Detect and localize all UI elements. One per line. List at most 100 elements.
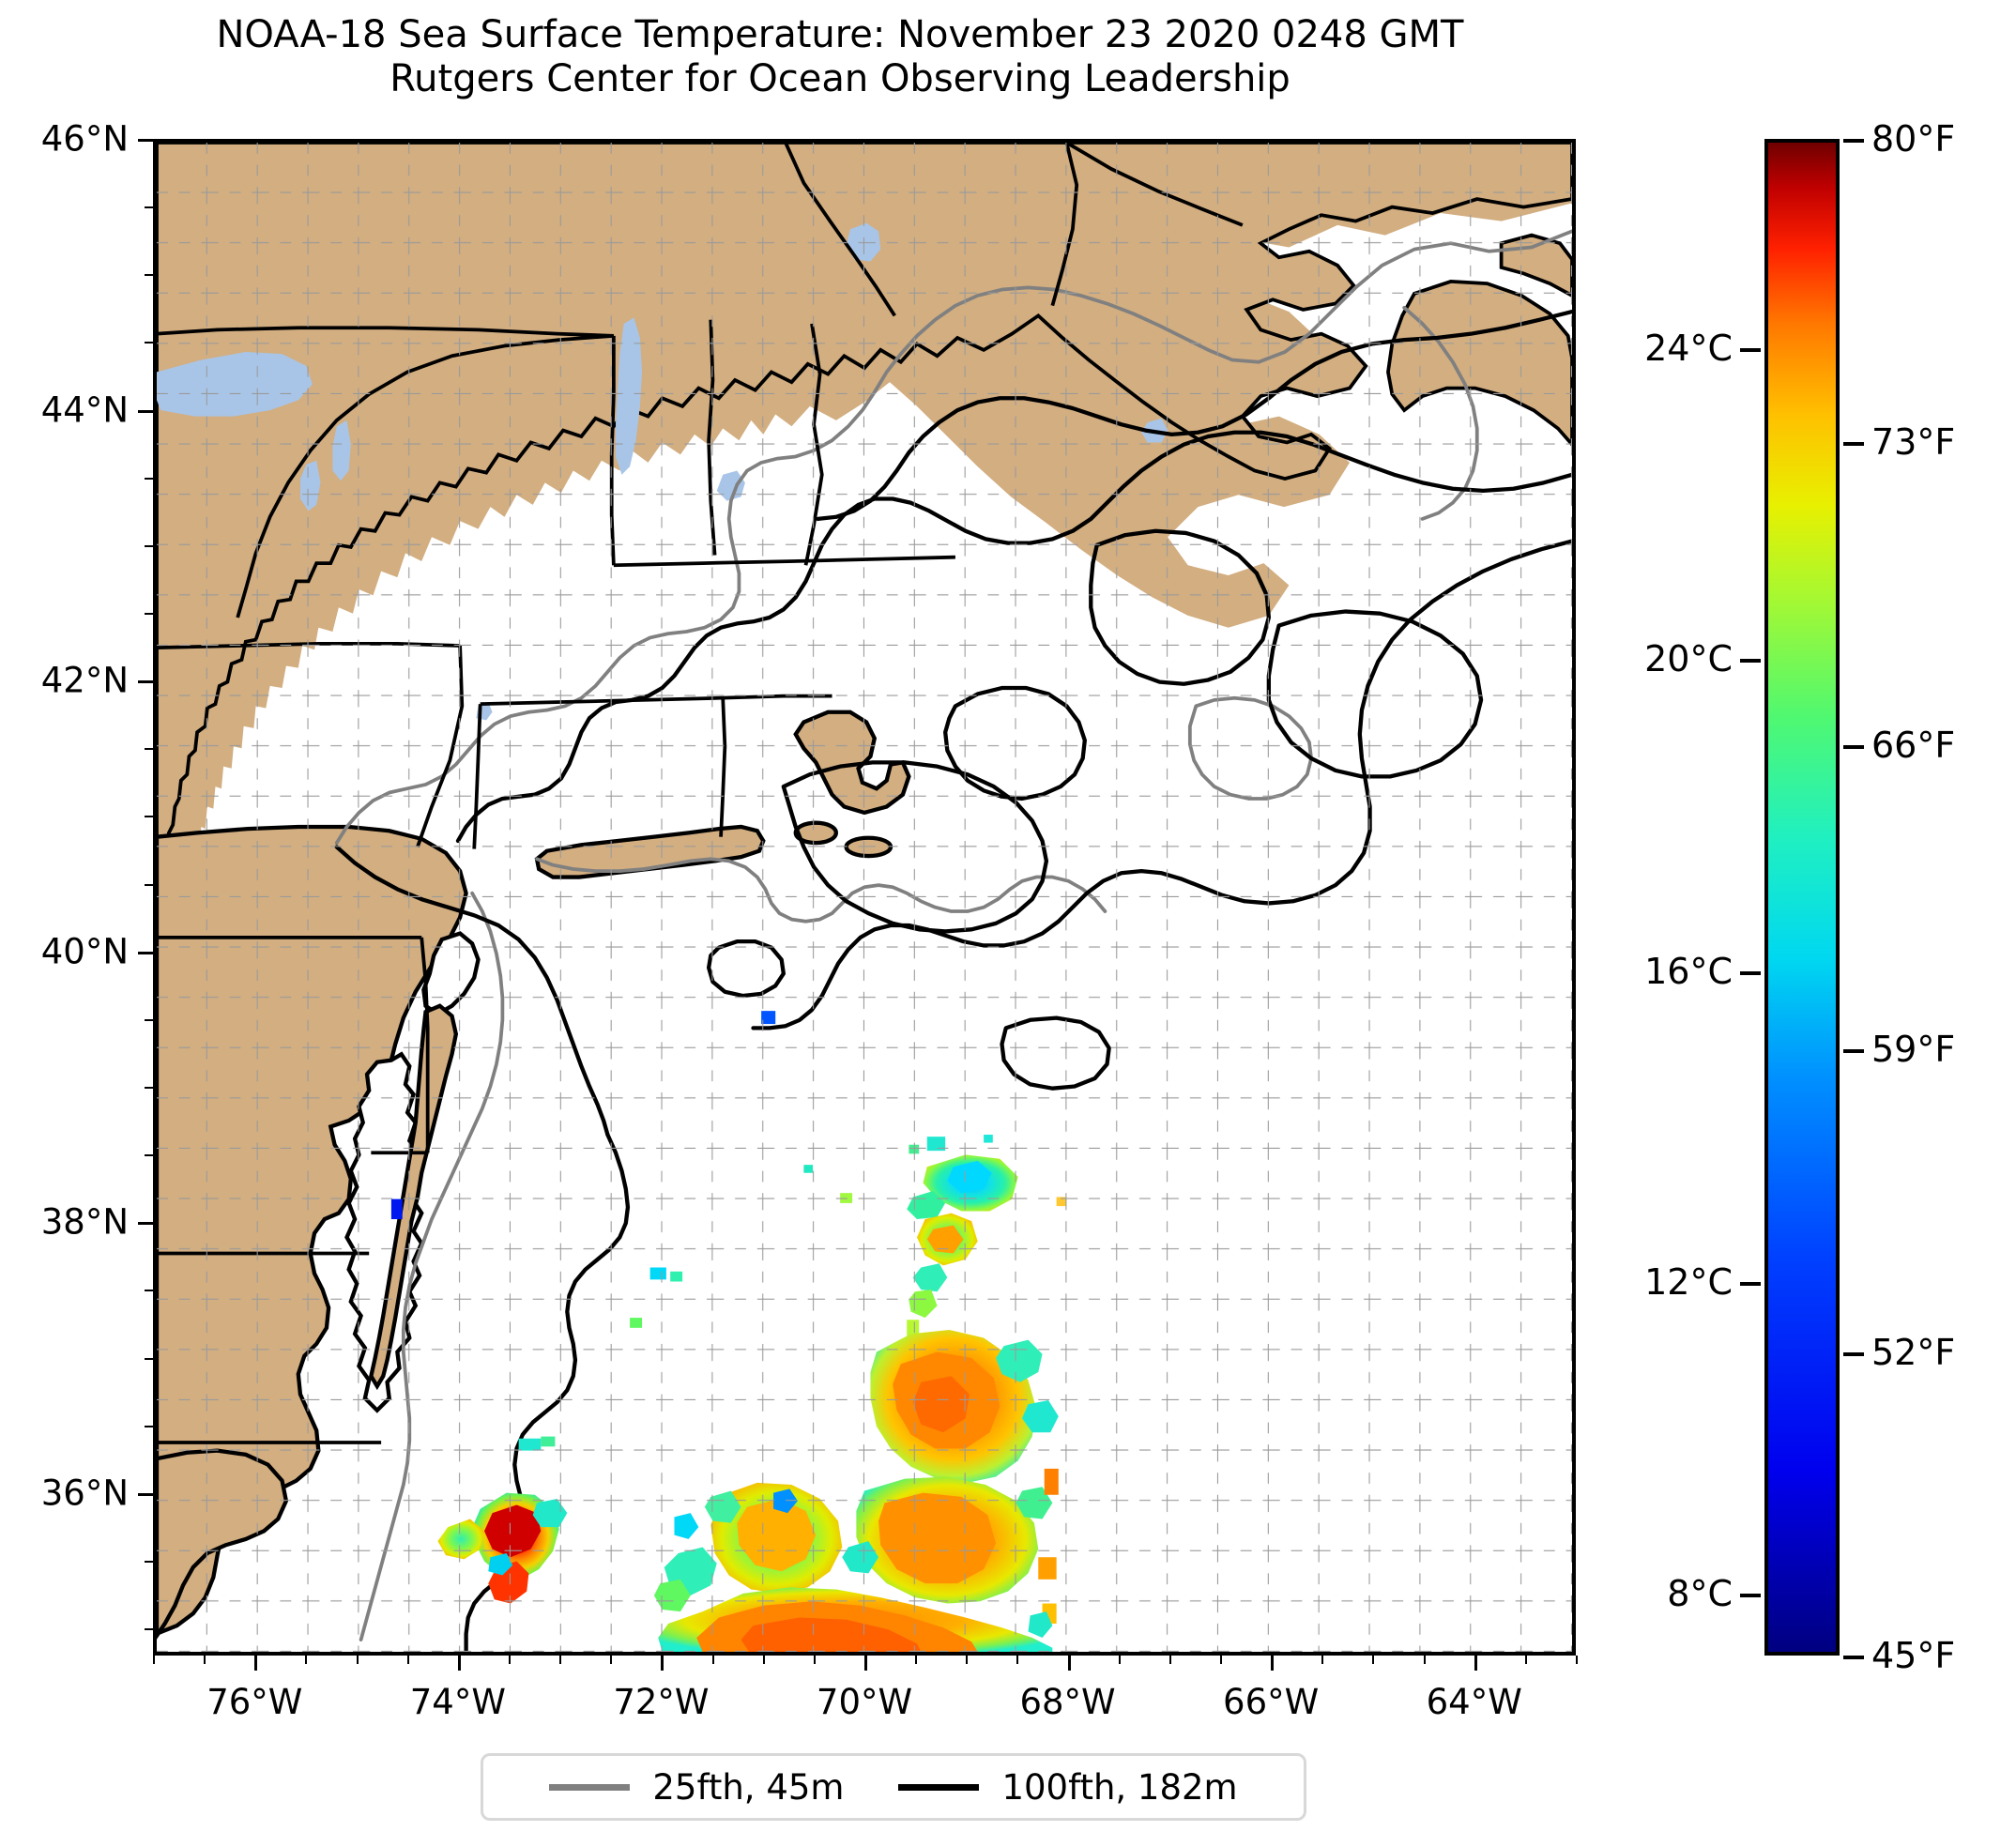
x-axis-label: 70°W	[816, 1682, 913, 1722]
colorbar-tick-celsius	[1740, 659, 1761, 664]
y-axis-label: 46°N	[40, 118, 129, 160]
x-axis-label: 72°W	[613, 1682, 710, 1722]
legend-label-25fth: 25fth, 45m	[652, 1766, 845, 1808]
y-tick-major	[138, 409, 153, 413]
y-tick-minor	[145, 748, 153, 751]
legend-line-25fth-icon	[549, 1783, 631, 1791]
title-line-secondary: Rutgers Center for Ocean Observing Leade…	[389, 57, 1291, 101]
colorbar-label-fahrenheit: 80°F	[1871, 118, 1956, 160]
y-tick-minor	[145, 1561, 153, 1563]
y-tick-minor	[145, 816, 153, 818]
y-tick-minor	[145, 274, 153, 277]
colorbar-tick-fahrenheit	[1843, 745, 1864, 750]
colorbar-tick-fahrenheit	[1843, 1351, 1864, 1356]
lat-lon-grid	[157, 143, 1572, 1652]
colorbar-label-celsius: 8°C	[1667, 1572, 1733, 1614]
y-tick-minor	[145, 1290, 153, 1292]
x-axis-label: 74°W	[409, 1682, 506, 1722]
y-tick-minor	[145, 1154, 153, 1157]
x-tick-major	[1474, 1656, 1477, 1671]
y-tick-minor	[145, 613, 153, 615]
x-tick-minor	[356, 1656, 359, 1664]
x-axis-label: 76°W	[206, 1682, 303, 1722]
x-tick-minor	[711, 1656, 714, 1664]
legend-line-100fth-icon	[898, 1783, 980, 1791]
figure-title: NOAA-18 Sea Surface Temperature: Novembe…	[0, 13, 1680, 101]
colorbar-label-celsius: 12°C	[1644, 1261, 1733, 1304]
colorbar-gradient	[1764, 139, 1840, 1656]
x-tick-minor	[915, 1656, 918, 1664]
x-tick-minor	[509, 1656, 511, 1664]
colorbar[interactable]: 24°C 20°C 16°C 12°C 8°C 80°F 73°F 66°F 59°F 52°F 4…	[1644, 118, 1955, 1676]
x-tick-minor	[966, 1656, 969, 1664]
x-tick-minor	[1016, 1656, 1019, 1664]
colorbar-tick-celsius	[1740, 1282, 1761, 1287]
colorbar-tick-fahrenheit	[1843, 1048, 1864, 1053]
y-tick-minor	[145, 1018, 153, 1021]
x-tick-minor	[406, 1656, 409, 1664]
colorbar-tick-celsius	[1740, 971, 1761, 976]
x-tick-minor	[1220, 1656, 1222, 1664]
x-tick-major	[1067, 1656, 1071, 1671]
x-tick-minor	[1524, 1656, 1527, 1664]
x-tick-minor	[762, 1656, 765, 1664]
colorbar-tick-celsius	[1740, 1593, 1761, 1597]
y-axis-label: 38°N	[40, 1201, 129, 1243]
colorbar-tick-celsius	[1740, 348, 1761, 352]
x-tick-minor	[1423, 1656, 1426, 1664]
x-tick-minor	[153, 1656, 155, 1664]
x-axis-label: 66°W	[1223, 1682, 1320, 1722]
map-clip	[157, 143, 1572, 1652]
legend-label-100fth: 100fth, 182m	[1001, 1766, 1238, 1808]
colorbar-label-fahrenheit: 45°F	[1871, 1635, 1956, 1676]
map-canvas	[157, 143, 1572, 1652]
x-tick-minor	[610, 1656, 613, 1664]
y-tick-minor	[145, 1628, 153, 1631]
x-axis-label: 64°W	[1426, 1682, 1522, 1722]
x-tick-major	[1271, 1656, 1275, 1671]
y-tick-major	[138, 951, 153, 954]
y-tick-minor	[145, 1425, 153, 1427]
legend-item-100fth[interactable]: 100fth, 182m	[898, 1766, 1238, 1808]
y-tick-minor	[145, 1087, 153, 1089]
x-tick-minor	[1118, 1656, 1121, 1664]
y-tick-minor	[145, 342, 153, 344]
y-axis-label: 36°N	[40, 1473, 129, 1514]
y-tick-minor	[145, 206, 153, 209]
colorbar-label-fahrenheit: 52°F	[1871, 1331, 1956, 1373]
x-tick-minor	[305, 1656, 308, 1664]
colorbar-label-fahrenheit: 73°F	[1871, 421, 1956, 464]
x-tick-minor	[204, 1656, 206, 1664]
y-tick-minor	[145, 544, 153, 547]
colorbar-tick-fahrenheit	[1843, 442, 1864, 447]
colorbar-label-celsius: 24°C	[1644, 328, 1733, 369]
title-line-primary: NOAA-18 Sea Surface Temperature: Novembe…	[216, 13, 1464, 56]
colorbar-label-fahrenheit: 59°F	[1871, 1028, 1956, 1070]
map-plot-area[interactable]	[153, 139, 1576, 1656]
x-tick-minor	[1321, 1656, 1324, 1664]
y-tick-minor	[145, 883, 153, 886]
x-tick-minor	[813, 1656, 816, 1664]
colorbar-label-fahrenheit: 66°F	[1871, 725, 1956, 767]
y-tick-major	[138, 1222, 153, 1226]
x-tick-minor	[1372, 1656, 1375, 1664]
colorbar-label-celsius: 16°C	[1644, 951, 1733, 993]
x-tick-minor	[1576, 1656, 1578, 1664]
x-tick-minor	[559, 1656, 562, 1664]
colorbar-label-celsius: 20°C	[1644, 638, 1733, 680]
y-tick-minor	[145, 1357, 153, 1360]
x-tick-major	[864, 1656, 867, 1671]
legend-item-25fth[interactable]: 25fth, 45m	[549, 1767, 844, 1808]
colorbar-tick-fahrenheit	[1843, 1656, 1864, 1659]
y-tick-minor	[145, 477, 153, 480]
x-tick-major	[254, 1656, 258, 1671]
x-tick-major	[661, 1656, 664, 1671]
x-tick-major	[457, 1656, 461, 1671]
isobath-legend[interactable]: 25fth, 45m 100fth, 182m	[481, 1753, 1306, 1821]
y-axis-label: 44°N	[40, 389, 129, 431]
x-tick-minor	[1168, 1656, 1171, 1664]
x-axis-label: 68°W	[1019, 1682, 1116, 1722]
colorbar-tick-fahrenheit	[1843, 139, 1864, 143]
y-tick-major	[138, 139, 153, 142]
